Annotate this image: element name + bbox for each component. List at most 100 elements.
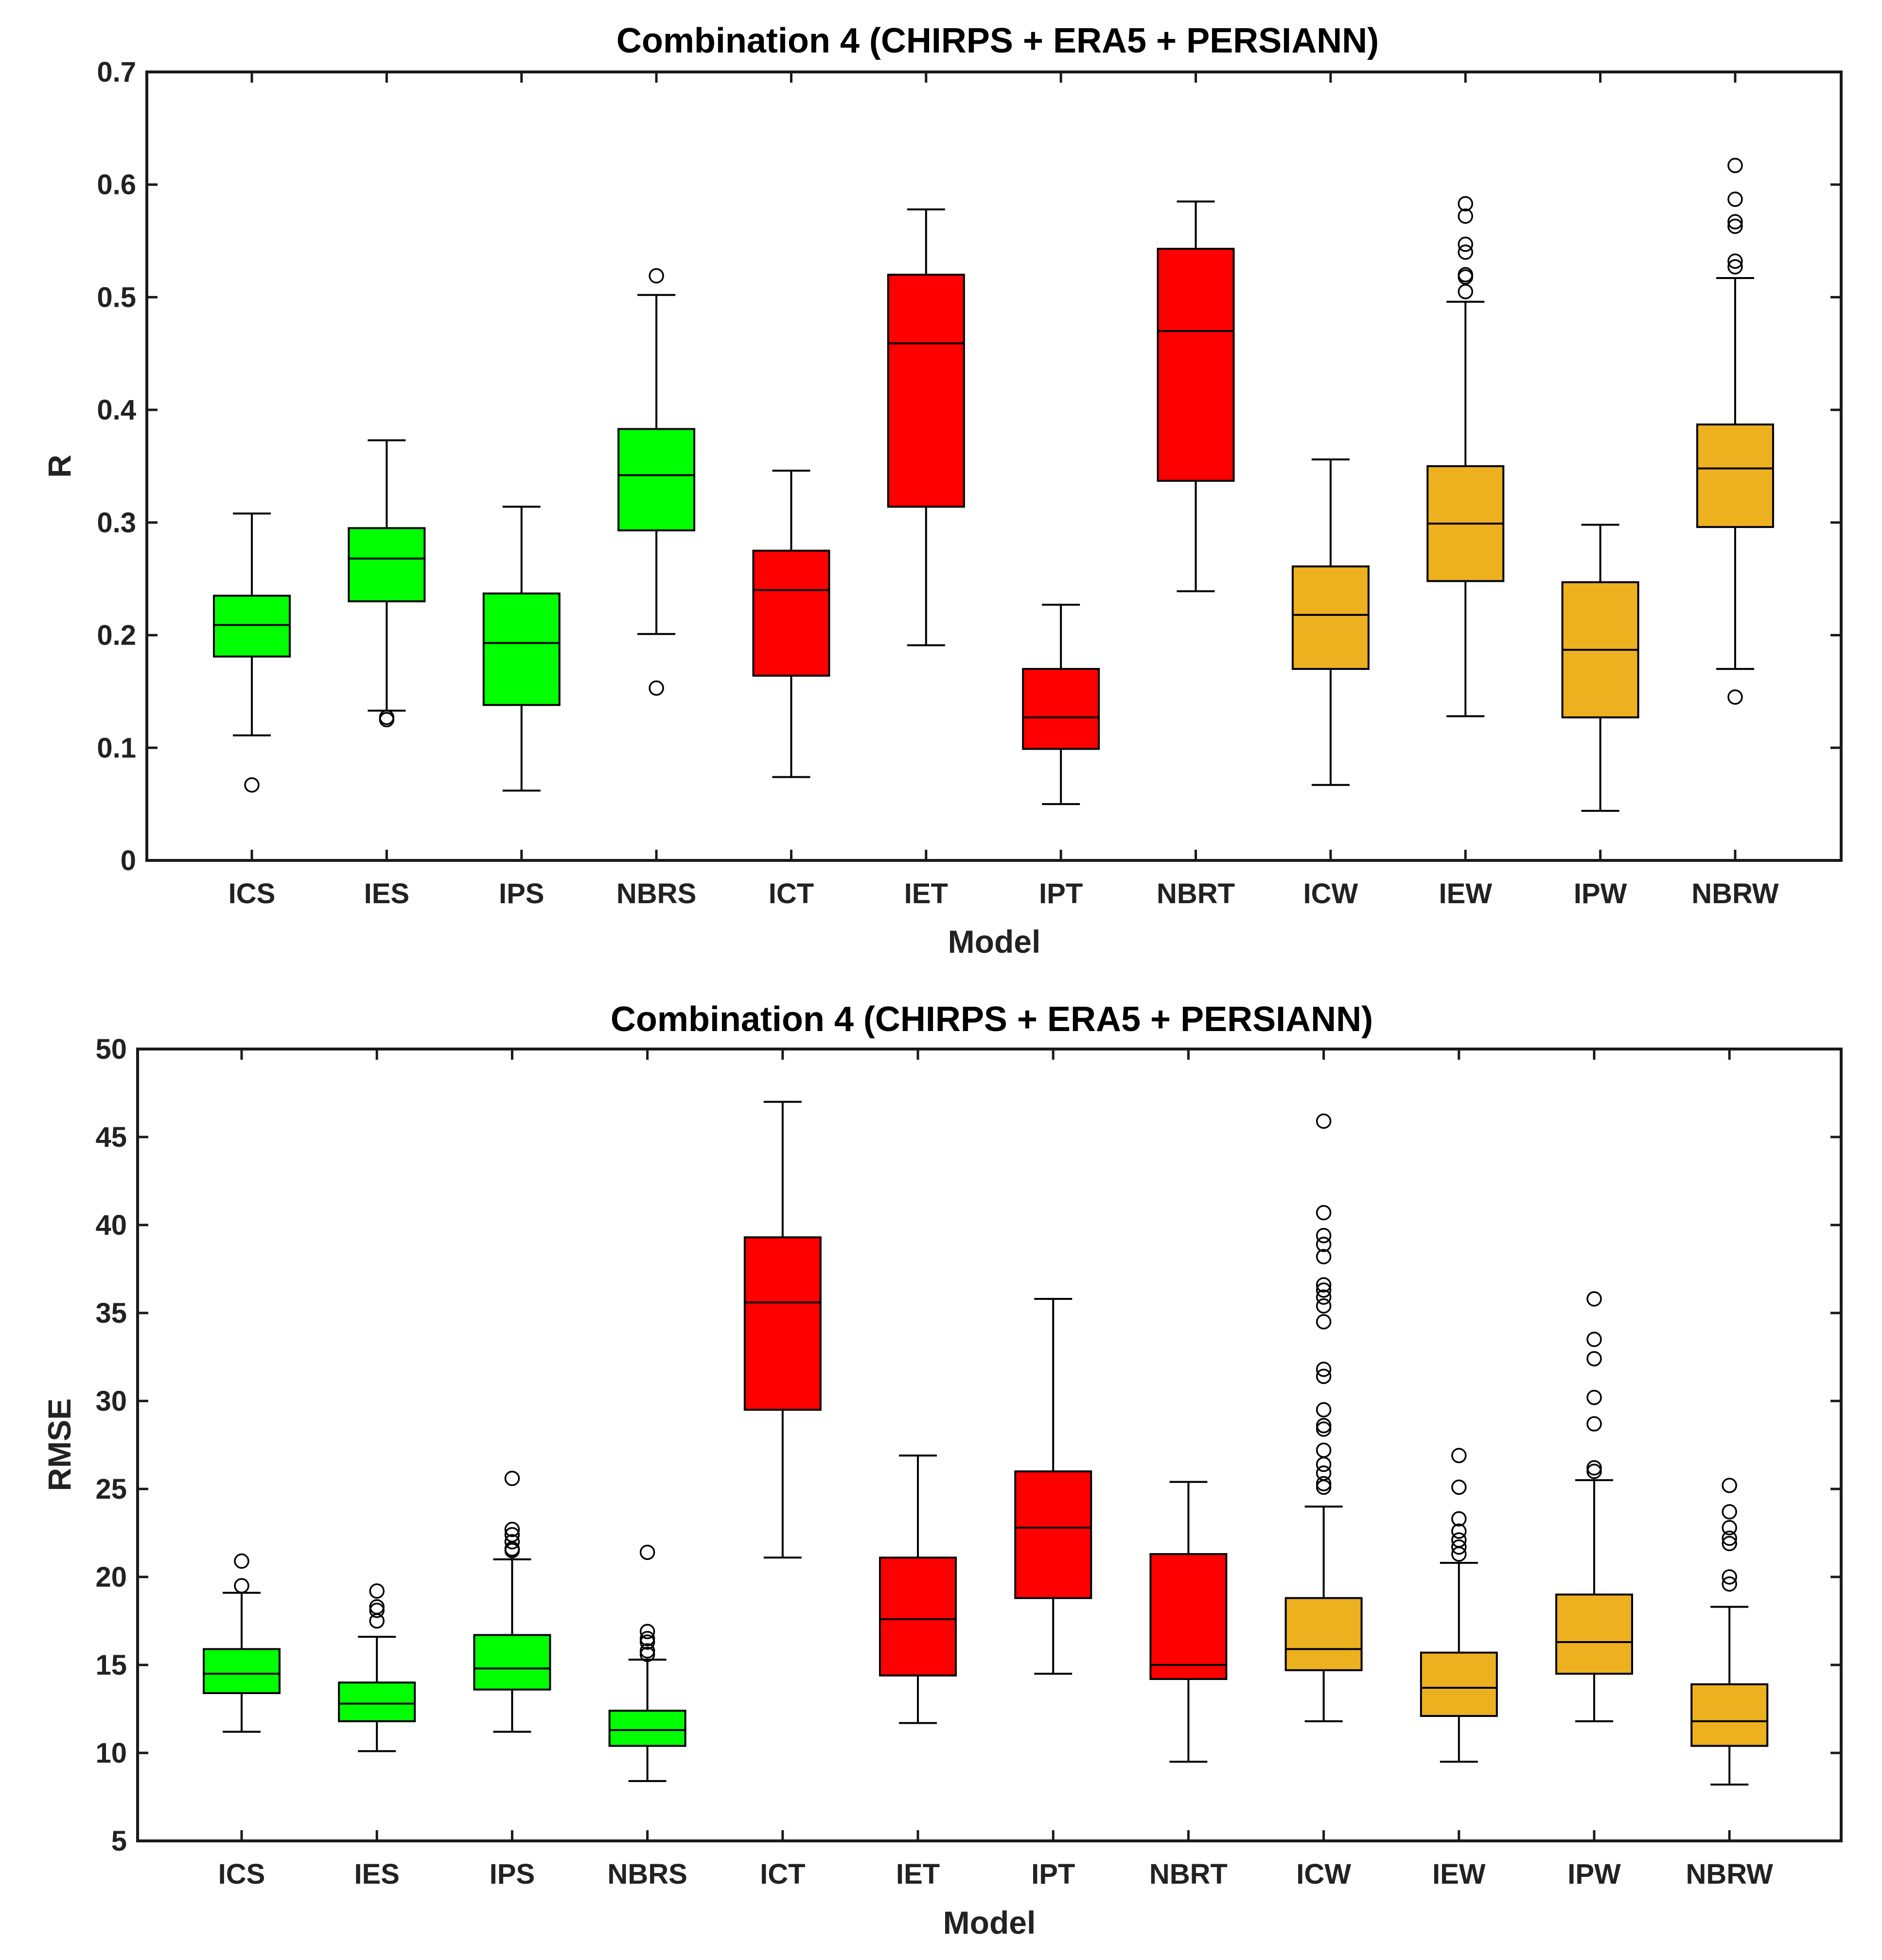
iqr-box	[1022, 668, 1100, 750]
y-tick-label: 40	[95, 1209, 127, 1241]
box-iew	[1426, 196, 1505, 718]
iqr-box	[1420, 1651, 1498, 1717]
outlier-point	[1316, 1442, 1332, 1458]
outlier-point	[1451, 1523, 1467, 1539]
box-nbrt	[1149, 1481, 1228, 1763]
y-tick-label: 25	[95, 1473, 127, 1505]
panel-rmse-title: Combination 4 (CHIRPS + ERA5 + PERSIANN)	[611, 1000, 1373, 1039]
outlier-point	[1451, 1532, 1467, 1548]
panel-r-x-tick-labels: ICS IES IPS NBRS ICT IET IPT NBRT ICW IE…	[229, 878, 1779, 910]
y-tick-label: 0.2	[97, 620, 136, 651]
box-ips	[482, 506, 561, 792]
outlier-point	[369, 1583, 385, 1599]
box-nbrs	[608, 1544, 686, 1782]
panel-r-y-tick-labels: 0 0.1 0.2 0.3 0.4 0.5 0.6 0.7	[97, 56, 136, 876]
iqr-box	[743, 1236, 822, 1411]
outlier-point	[369, 1603, 385, 1618]
outlier-point	[1722, 1520, 1737, 1536]
y-tick-label: 35	[95, 1297, 127, 1329]
panel-rmse-y-tick-labels: 5 10 15 20 25 30 35 40 45 50	[95, 1033, 127, 1857]
outlier-point	[639, 1624, 655, 1639]
outlier-point	[639, 1630, 655, 1646]
outlier-point	[1722, 1536, 1737, 1551]
iqr-box	[879, 1557, 957, 1677]
outlier-point	[1586, 1351, 1602, 1366]
panel-r-axes-frame	[145, 70, 1843, 862]
outlier-point	[1316, 1418, 1332, 1434]
outlier-point	[1727, 158, 1743, 174]
outlier-point	[1316, 1402, 1332, 1418]
outlier-point	[1316, 1237, 1332, 1252]
outlier-point	[1451, 1448, 1467, 1463]
y-tick-label: 0.4	[97, 394, 136, 426]
outlier-point	[1727, 214, 1743, 229]
outlier-point	[1722, 1478, 1737, 1493]
box-iet	[879, 1454, 957, 1724]
x-tick-label: ICS	[229, 878, 276, 910]
x-tick-label: IPS	[490, 1858, 535, 1890]
iqr-box	[348, 527, 426, 603]
y-tick-label: 20	[95, 1561, 127, 1593]
outlier-point	[1451, 1511, 1467, 1527]
outlier-point	[1458, 284, 1473, 299]
outlier-point	[639, 1646, 655, 1662]
outlier-point	[1727, 218, 1743, 234]
outlier-point	[1586, 1331, 1602, 1348]
panel-rmse-x-tick-labels: ICS IES IPS NBRS ICT IET IPT NBRT ICW IE…	[218, 1858, 1773, 1890]
x-tick-label: IPT	[1039, 878, 1083, 910]
x-tick-label: NBRS	[607, 1858, 687, 1890]
outlier-point	[1316, 1227, 1332, 1243]
outlier-point	[1586, 1464, 1602, 1479]
panel-rmse-boxes	[203, 1101, 1769, 1786]
outlier-point	[1722, 1530, 1737, 1546]
x-tick-label: ICW	[1303, 878, 1358, 910]
outlier-point	[1458, 267, 1473, 282]
outlier-point	[504, 1527, 520, 1542]
outlier-point	[1316, 1362, 1332, 1377]
panel-rmse-axes-frame	[136, 1048, 1843, 1842]
x-tick-label: NBRT	[1157, 878, 1235, 910]
iqr-box	[617, 428, 696, 532]
iqr-box	[473, 1634, 551, 1691]
y-tick-label: 0.7	[97, 56, 136, 88]
x-tick-label: ICS	[218, 1858, 265, 1890]
x-tick-label: ICT	[760, 1858, 805, 1890]
box-iet	[887, 208, 965, 647]
iqr-box	[1690, 1683, 1769, 1747]
panel-rmse-x-axis-label: Model	[943, 1905, 1036, 1941]
box-ipt	[1014, 1298, 1092, 1675]
outlier-point	[1727, 259, 1743, 275]
panel-r-grid	[147, 70, 1841, 862]
outlier-point	[1316, 1298, 1332, 1314]
x-tick-label: IPW	[1574, 878, 1627, 910]
y-tick-label: 0.6	[97, 169, 136, 201]
iqr-box	[752, 549, 830, 677]
iqr-box	[338, 1681, 416, 1722]
outlier-point	[1586, 1291, 1602, 1307]
box-ics	[213, 512, 291, 793]
outlier-point	[379, 712, 395, 728]
outlier-point	[1727, 192, 1743, 207]
iqr-box	[213, 595, 291, 658]
outlier-point	[1458, 244, 1473, 260]
panel-r-boxes	[213, 158, 1774, 812]
box-nbrs	[617, 268, 696, 696]
panel-r-x-axis-label: Model	[948, 924, 1041, 960]
y-tick-label: 0	[121, 845, 136, 876]
iqr-box	[887, 274, 965, 508]
iqr-box	[203, 1648, 281, 1694]
iqr-box	[1149, 1553, 1228, 1680]
y-tick-label: 0.3	[97, 507, 136, 539]
outlier-point	[1458, 208, 1473, 224]
outlier-point	[639, 1643, 655, 1659]
outlier-point	[1316, 1368, 1332, 1384]
box-ict	[743, 1101, 822, 1559]
outlier-point	[1586, 1460, 1602, 1476]
box-nbrw	[1696, 158, 1774, 705]
box-ict	[752, 470, 830, 778]
outlier-point	[639, 1634, 655, 1650]
outlier-point	[1451, 1539, 1467, 1555]
outlier-point	[504, 1534, 520, 1550]
outlier-point	[504, 1522, 520, 1538]
